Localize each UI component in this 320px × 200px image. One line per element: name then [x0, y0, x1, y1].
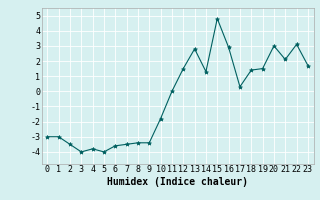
X-axis label: Humidex (Indice chaleur): Humidex (Indice chaleur) [107, 177, 248, 187]
